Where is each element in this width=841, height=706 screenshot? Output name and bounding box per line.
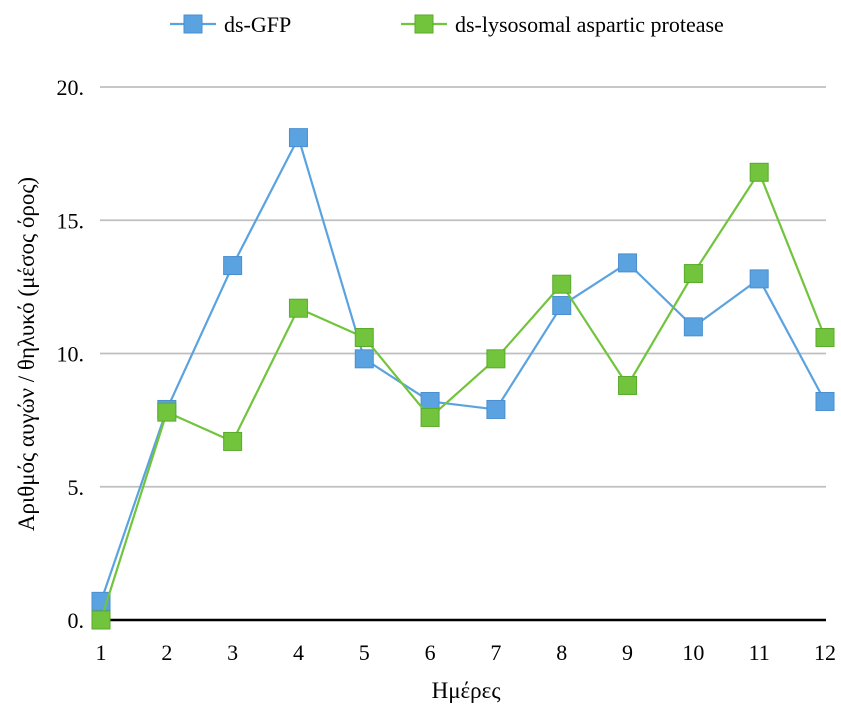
data-point <box>157 402 177 422</box>
x-tick-label: 9 <box>622 640 633 665</box>
legend-label: ds-GFP <box>224 12 291 37</box>
x-tick-label: 6 <box>425 640 436 665</box>
data-point <box>420 391 440 411</box>
legend: ds-GFP ds-lysosomal aspartic protease <box>170 12 724 37</box>
data-point <box>815 328 835 348</box>
data-point <box>552 296 572 316</box>
x-tick-label: 11 <box>749 640 770 665</box>
data-point <box>354 328 374 348</box>
series-2 <box>91 162 835 630</box>
x-tick-label: 12 <box>814 640 836 665</box>
gridlines <box>100 86 826 622</box>
x-tick-label: 3 <box>227 640 238 665</box>
data-point <box>749 269 769 289</box>
data-point <box>420 407 440 427</box>
data-point <box>223 256 243 276</box>
series-line <box>99 171 827 621</box>
data-point <box>354 349 374 369</box>
data-point <box>749 162 769 182</box>
legend-marker <box>414 14 434 34</box>
legend-marker <box>183 14 203 34</box>
legend-item: ds-GFP <box>170 12 291 37</box>
data-point <box>288 298 308 318</box>
legend-item: ds-lysosomal aspartic protease <box>401 12 724 37</box>
x-tick-label: 1 <box>96 640 107 665</box>
y-axis-ticks: 0. 5. 10. 15. 20. <box>57 75 85 633</box>
x-axis-ticks: 1 2 3 4 5 6 7 8 9 10 11 12 <box>96 640 837 665</box>
y-tick-label: 15. <box>57 208 85 233</box>
x-tick-label: 5 <box>359 640 370 665</box>
data-point <box>91 610 111 630</box>
y-tick-label: 20. <box>57 75 85 100</box>
x-tick-label: 10 <box>682 640 704 665</box>
x-axis-title: Ημέρες <box>432 678 501 703</box>
data-point <box>486 349 506 369</box>
data-point <box>815 391 835 411</box>
x-tick-label: 8 <box>556 640 567 665</box>
y-tick-label: 5. <box>68 475 85 500</box>
y-tick-label: 10. <box>57 342 85 367</box>
data-point <box>552 274 572 294</box>
y-axis-title: Αριθμός αυγών / θηλυκό (μέσος όρος) <box>14 177 39 531</box>
x-tick-label: 7 <box>490 640 501 665</box>
data-point <box>223 431 243 451</box>
data-point <box>618 375 638 395</box>
series-line <box>99 136 826 602</box>
series-layer <box>91 128 835 630</box>
x-tick-label: 2 <box>161 640 172 665</box>
data-point <box>683 264 703 284</box>
data-point <box>288 128 308 148</box>
series-1 <box>91 128 835 611</box>
y-tick-label: 0. <box>68 608 85 633</box>
x-tick-label: 4 <box>293 640 304 665</box>
data-point <box>683 317 703 337</box>
legend-label: ds-lysosomal aspartic protease <box>455 12 724 37</box>
data-point <box>618 253 638 273</box>
data-point <box>486 399 506 419</box>
